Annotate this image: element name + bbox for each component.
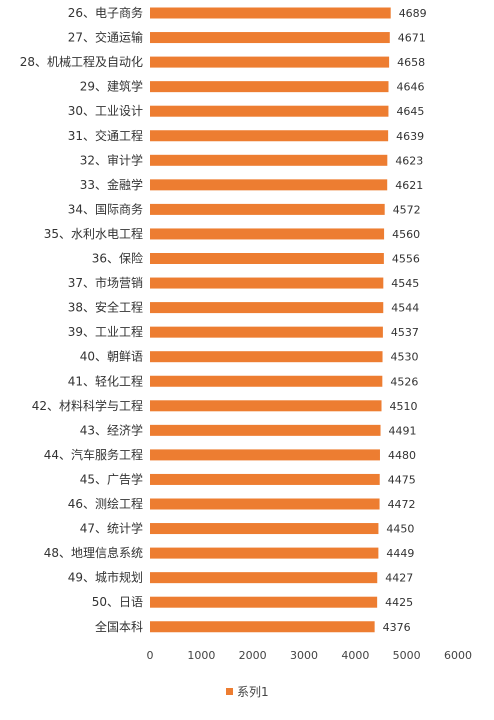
bar — [150, 424, 381, 436]
category-label: 36、保险 — [92, 251, 143, 266]
category-label: 50、日语 — [92, 595, 143, 609]
bar — [150, 105, 389, 117]
data-label: 4646 — [396, 81, 424, 94]
category-label: 全国本科 — [95, 619, 143, 634]
data-label: 4425 — [385, 596, 413, 609]
category-label: 37、市场营销 — [68, 275, 143, 290]
data-label: 4645 — [396, 105, 424, 118]
bar — [150, 596, 378, 608]
data-label: 4639 — [396, 130, 424, 143]
bar — [150, 449, 380, 461]
bar — [150, 621, 375, 633]
data-label: 4556 — [392, 253, 420, 266]
legend-label: 系列1 — [237, 685, 269, 699]
data-label: 4544 — [391, 302, 419, 315]
category-label: 45、广告学 — [80, 471, 143, 486]
bar — [150, 572, 378, 584]
category-label: 33、金融学 — [80, 177, 143, 192]
data-label: 4475 — [388, 473, 416, 486]
bar — [150, 154, 388, 166]
category-label: 40、朝鲜语 — [80, 350, 143, 364]
category-label: 46、测绘工程 — [68, 496, 143, 511]
bar — [150, 253, 384, 264]
data-label: 4376 — [383, 621, 411, 634]
bar — [150, 203, 385, 215]
category-label: 38、安全工程 — [68, 300, 143, 315]
bar — [150, 326, 383, 338]
category-label: 34、国际商务 — [68, 201, 143, 216]
x-tick-label: 3000 — [290, 649, 318, 662]
bar — [150, 523, 379, 535]
category-label: 41、轻化工程 — [68, 373, 143, 388]
category-label: 43、经济学 — [80, 422, 143, 437]
bar — [150, 81, 389, 93]
data-label: 4545 — [391, 277, 419, 290]
x-tick-label: 5000 — [393, 649, 421, 662]
data-label: 4658 — [397, 56, 425, 69]
data-label: 4427 — [385, 572, 413, 585]
data-label: 4472 — [388, 498, 416, 511]
data-label: 4449 — [386, 547, 414, 560]
bar — [150, 56, 390, 68]
data-label: 4480 — [388, 449, 416, 462]
category-label: 29、建筑学 — [80, 79, 143, 94]
category-label: 26、电子商务 — [68, 5, 143, 20]
category-label: 31、交通工程 — [68, 128, 143, 143]
bar — [150, 351, 383, 363]
category-label: 42、材料科学与工程 — [32, 398, 143, 413]
category-label: 30、工业设计 — [68, 104, 143, 118]
category-label: 28、机械工程及自动化 — [20, 54, 143, 69]
bar — [150, 130, 389, 142]
bar — [150, 547, 379, 559]
data-label: 4671 — [398, 32, 426, 45]
category-label: 32、审计学 — [80, 152, 143, 167]
category-label: 44、汽车服务工程 — [44, 447, 143, 462]
data-label: 4510 — [390, 400, 418, 413]
data-label: 4450 — [386, 523, 414, 536]
category-label: 49、城市规划 — [68, 570, 143, 585]
bar — [150, 228, 385, 240]
bar — [150, 277, 384, 289]
data-label: 4491 — [389, 424, 417, 437]
x-tick-label: 4000 — [341, 649, 369, 662]
x-tick-label: 2000 — [239, 649, 267, 662]
category-label: 39、工业工程 — [68, 324, 143, 339]
data-label: 4537 — [391, 326, 419, 339]
bar — [150, 179, 388, 191]
x-tick-label: 1000 — [187, 649, 215, 662]
data-label: 4621 — [395, 179, 423, 192]
legend-swatch — [226, 688, 233, 695]
x-tick-label: 6000 — [444, 649, 472, 662]
data-label: 4689 — [399, 7, 427, 20]
category-label: 27、交通运输 — [68, 30, 143, 45]
bar — [150, 375, 383, 387]
category-label: 47、统计学 — [80, 521, 143, 536]
category-label: 35、水利水电工程 — [44, 226, 143, 241]
data-label: 4623 — [395, 154, 423, 167]
bar — [150, 498, 380, 510]
category-label: 48、地理信息系统 — [44, 545, 143, 560]
bar — [150, 400, 382, 412]
bar — [150, 473, 380, 485]
data-label: 4526 — [390, 375, 418, 388]
bar — [150, 32, 390, 44]
bar — [150, 302, 384, 314]
x-tick-label: 0 — [147, 649, 154, 662]
data-label: 4530 — [391, 351, 419, 364]
data-label: 4572 — [393, 203, 421, 216]
data-label: 4560 — [392, 228, 420, 241]
legend: 系列1 — [226, 685, 269, 699]
bar — [150, 7, 391, 19]
